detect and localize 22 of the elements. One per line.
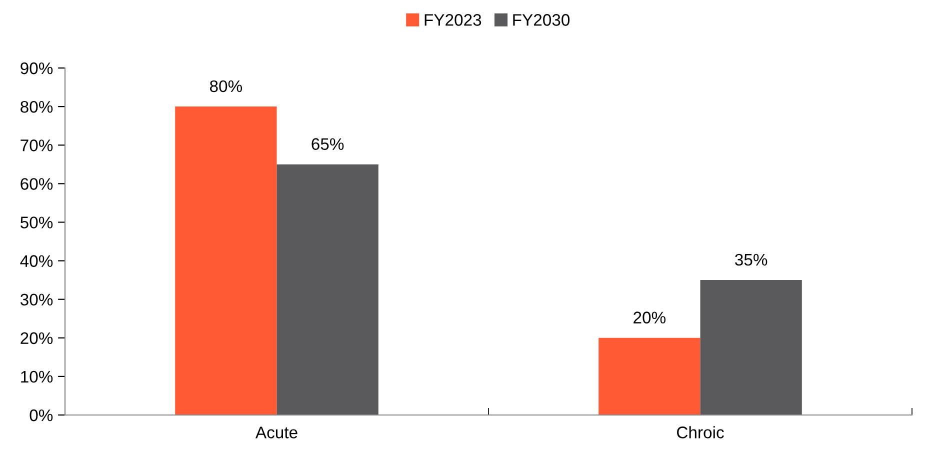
- y-tick-label: 60%: [20, 178, 53, 190]
- bar: [276, 164, 378, 415]
- x-tick-label: Chroic: [677, 426, 724, 438]
- data-label: 35%: [735, 254, 768, 266]
- y-tick-label: 70%: [20, 140, 53, 152]
- y-tick-label: 10%: [21, 370, 53, 383]
- data-label: 80%: [210, 80, 242, 92]
- data-label: 20%: [634, 312, 666, 324]
- y-tick-label: 90%: [20, 62, 53, 74]
- bar: [700, 280, 802, 415]
- data-label: 65%: [312, 138, 344, 150]
- y-tick-label: 30%: [20, 294, 53, 306]
- bar: [175, 106, 277, 415]
- y-tick-label: 20%: [20, 332, 53, 344]
- x-tick-label: Acute: [255, 426, 298, 438]
- y-tick-label: 50%: [20, 216, 53, 228]
- y-tick-label: 0%: [30, 409, 53, 422]
- bar: [598, 338, 700, 415]
- y-tick-label: 80%: [20, 100, 53, 113]
- legend-label: FY2030: [513, 14, 570, 26]
- legend-label: FY2023: [424, 14, 482, 26]
- y-tick-label: 40%: [20, 255, 53, 267]
